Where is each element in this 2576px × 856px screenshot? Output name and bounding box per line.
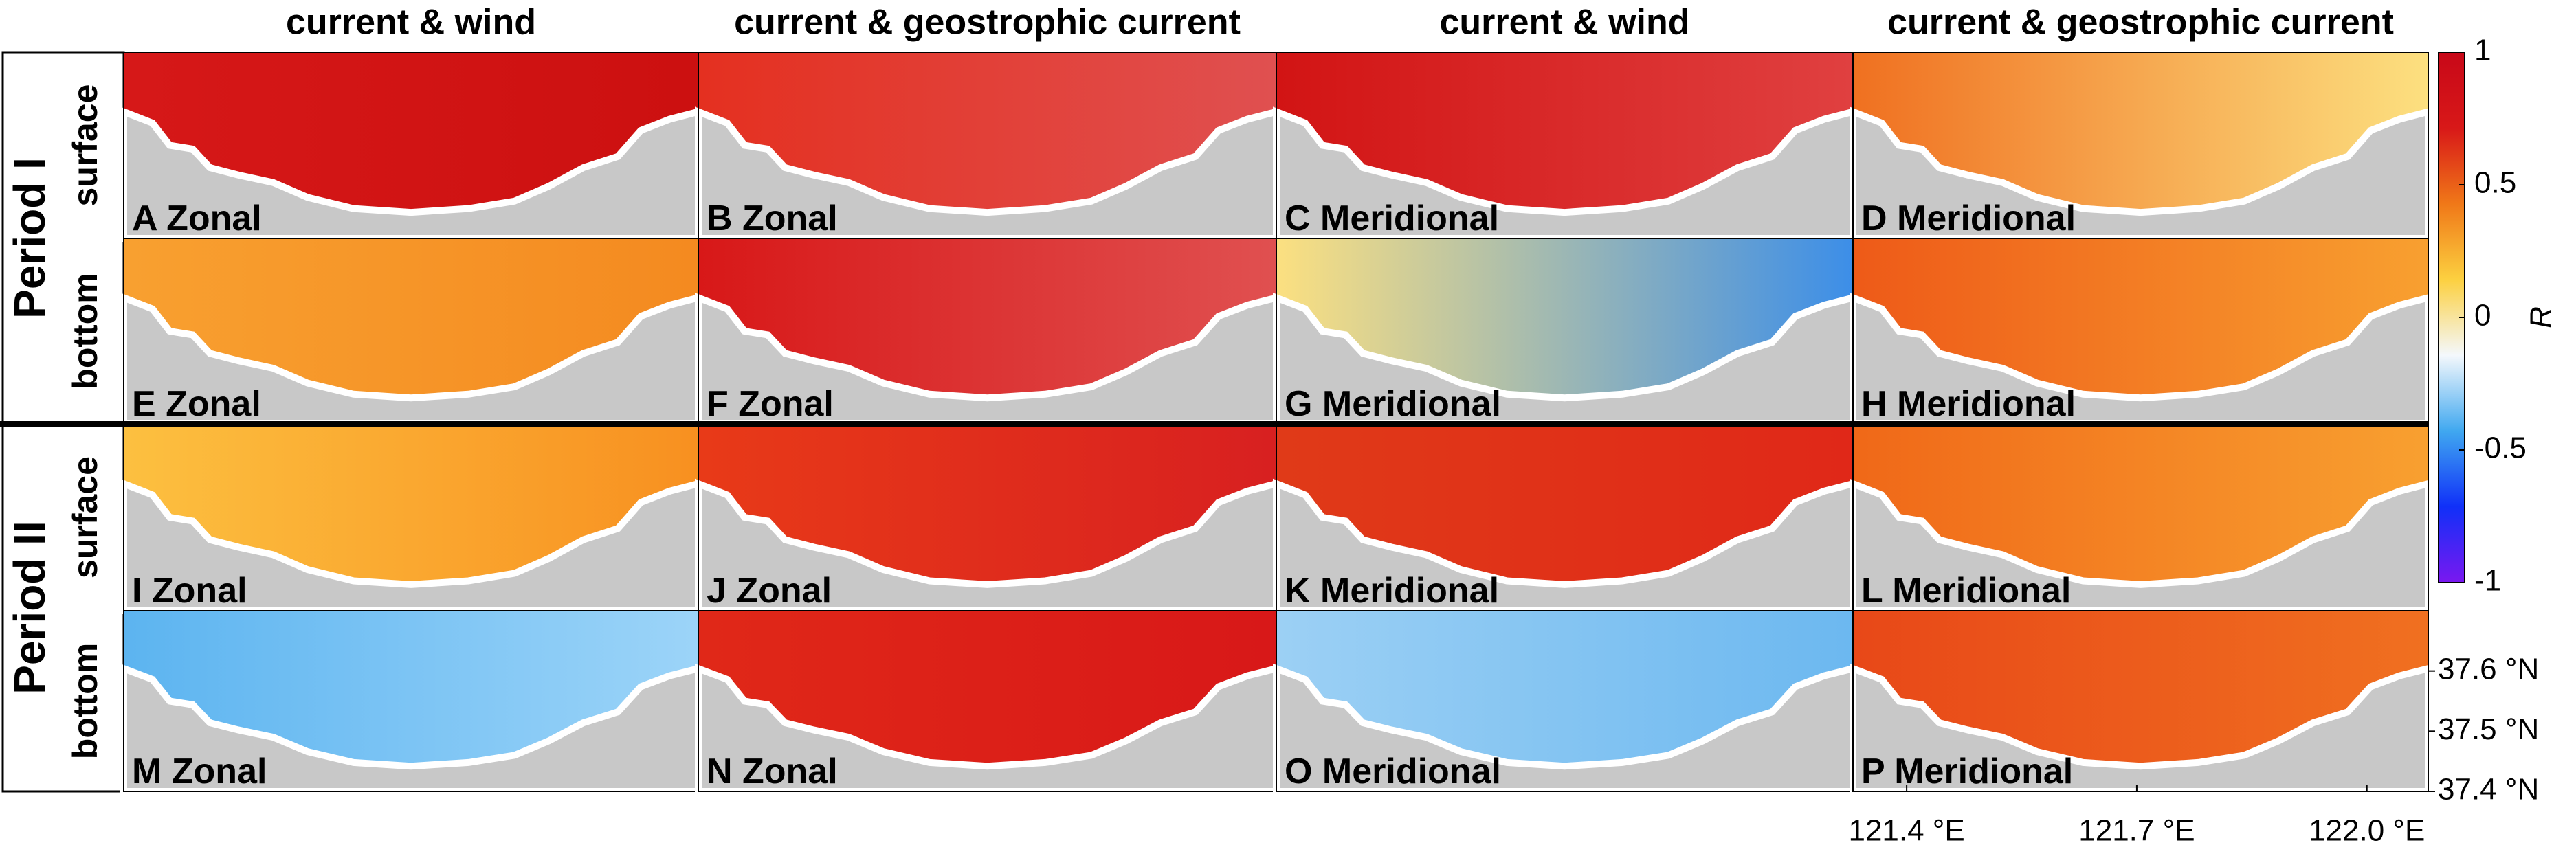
panel-letter: B xyxy=(707,199,733,238)
period-label: Period II xyxy=(5,521,54,695)
land xyxy=(1273,106,1856,242)
panel-name: Zonal xyxy=(172,752,267,791)
colorbar-tick-label: 1 xyxy=(2474,34,2491,67)
panel-label: A Zonal xyxy=(132,199,262,238)
panel-label: B Zonal xyxy=(707,199,838,238)
panel-letter: M xyxy=(132,752,162,791)
panel-letter: E xyxy=(132,384,156,424)
panel-letter: C xyxy=(1285,199,1311,238)
land xyxy=(1273,478,1856,614)
panel-label: G Meridional xyxy=(1285,384,1501,424)
land xyxy=(120,663,702,795)
panel-letter: A xyxy=(132,199,157,238)
panel-letter: H xyxy=(1861,384,1887,424)
layer-label: surface xyxy=(66,85,104,207)
panel-letter: N xyxy=(707,752,733,791)
panel-name: Meridional xyxy=(1894,752,2073,791)
land xyxy=(1273,663,1856,795)
colorbar-label: R xyxy=(2524,306,2558,328)
land xyxy=(1850,106,2432,242)
panel-name: Zonal xyxy=(736,571,832,611)
panel-name: Zonal xyxy=(152,571,247,611)
land xyxy=(695,478,1280,614)
panel-label: F Zonal xyxy=(707,384,834,424)
lat-tick-label: 37.5 °N xyxy=(2438,712,2539,746)
panel-label: D Meridional xyxy=(1861,199,2076,238)
panel-label: I Zonal xyxy=(132,571,247,611)
colorbar-tick-label: -1 xyxy=(2474,564,2501,598)
lat-tick-label: 37.4 °N xyxy=(2438,773,2539,807)
panel-name: Zonal xyxy=(742,199,838,238)
lon-tick-label: 121.4 °E xyxy=(1848,814,1964,848)
panel-name: Zonal xyxy=(166,199,262,238)
panel-name: Meridional xyxy=(1897,384,2076,424)
panel-letter: J xyxy=(707,571,726,611)
lat-tick-label: 37.6 °N xyxy=(2438,652,2539,686)
land xyxy=(120,293,702,427)
land xyxy=(1850,663,2432,795)
panel-letter: D xyxy=(1861,199,1887,238)
column-title: current & geostrophic current xyxy=(1887,3,2394,43)
land xyxy=(695,106,1280,242)
layer-label: bottom xyxy=(66,273,104,389)
panel-name: Zonal xyxy=(166,384,261,424)
panel-name: Meridional xyxy=(1897,199,2076,238)
panel-label: L Meridional xyxy=(1861,571,2071,611)
panel-label: O Meridional xyxy=(1285,752,1501,791)
panel-letter: G xyxy=(1285,384,1312,424)
panel-name: Zonal xyxy=(742,752,838,791)
land xyxy=(695,663,1280,795)
panel-name: Meridional xyxy=(1322,384,1501,424)
panel-label: K Meridional xyxy=(1285,571,1499,611)
panel-label: M Zonal xyxy=(132,752,267,791)
land xyxy=(695,293,1280,427)
panel-letter: P xyxy=(1861,752,1885,791)
panel-letter: I xyxy=(132,571,142,611)
panel-label: C Meridional xyxy=(1285,199,1499,238)
land xyxy=(1850,293,2432,427)
land xyxy=(120,478,702,614)
colorbar-tick-label: 0 xyxy=(2474,299,2491,333)
land xyxy=(120,106,702,242)
panel-label: J Zonal xyxy=(707,571,832,611)
panel-name: Meridional xyxy=(1322,752,1501,791)
colorbar-tick-label: 0.5 xyxy=(2474,166,2516,200)
panel-label: P Meridional xyxy=(1861,752,2073,791)
panel-letter: K xyxy=(1285,571,1311,611)
panel-name: Zonal xyxy=(738,384,834,424)
land xyxy=(1273,293,1856,427)
panel-label: H Meridional xyxy=(1861,384,2076,424)
panel-letter: F xyxy=(707,384,729,424)
column-title: current & wind xyxy=(1439,3,1689,43)
panel-frame xyxy=(1852,610,2429,792)
panel-letter: L xyxy=(1861,571,1883,611)
land xyxy=(1850,478,2432,614)
lon-tick-label: 122.0 °E xyxy=(2309,814,2425,848)
panel-letter: O xyxy=(1285,752,1312,791)
colorbar-tick-label: -0.5 xyxy=(2474,431,2527,465)
panel-name: Meridional xyxy=(1320,199,1499,238)
layer-label: bottom xyxy=(66,643,104,759)
panel-name: Meridional xyxy=(1320,571,1499,611)
column-title: current & geostrophic current xyxy=(734,3,1241,43)
lon-tick-label: 121.7 °E xyxy=(2078,814,2195,848)
panel-label: E Zonal xyxy=(132,384,261,424)
panel-name: Meridional xyxy=(1892,571,2071,611)
panel-label: N Zonal xyxy=(707,752,838,791)
column-title: current & wind xyxy=(286,3,536,43)
layer-label: surface xyxy=(66,456,104,578)
period-label: Period I xyxy=(5,157,54,319)
